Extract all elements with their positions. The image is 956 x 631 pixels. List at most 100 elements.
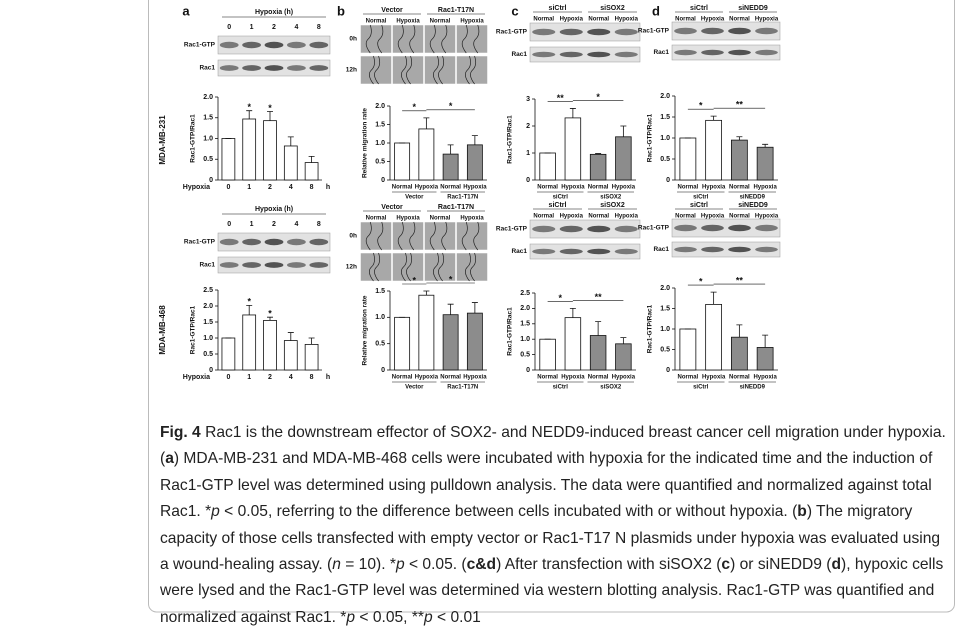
blot-band — [242, 238, 262, 246]
error-bar — [267, 111, 273, 121]
bar — [283, 340, 298, 371]
blot-band — [755, 246, 778, 253]
group-label: Vector — [405, 195, 424, 201]
blot-band — [309, 262, 329, 268]
blot-group-label: siCtrl — [690, 5, 708, 12]
x-tick-label: 1 — [247, 374, 251, 381]
blot-lane-label: Hypoxia — [396, 19, 420, 25]
group-label: siSOX2 — [600, 195, 622, 201]
significance-mark: * — [699, 101, 703, 111]
significance-mark: ** — [736, 100, 744, 110]
error-bar — [471, 135, 478, 145]
blot-lane-label: 1 — [250, 221, 254, 228]
wound-image — [424, 252, 456, 282]
error-bar — [736, 324, 743, 338]
blot-group-label: siNEDD9 — [738, 202, 768, 209]
wound-edge — [369, 55, 375, 85]
bar — [730, 336, 748, 371]
blot-lane-label: Normal — [729, 17, 750, 23]
blot-row-label: Rac1-GTP — [496, 29, 528, 36]
wound-edge — [409, 24, 416, 54]
blot-band — [532, 248, 556, 255]
blot-band — [309, 238, 329, 246]
blot-band — [219, 65, 239, 71]
panel-letter: a — [182, 3, 190, 18]
y-tick-label: 0 — [666, 177, 670, 184]
caption-symbol: p — [395, 556, 405, 574]
x-tick-label: Normal — [537, 375, 558, 381]
blot-band — [264, 238, 284, 246]
x-tick-label: Hypoxia — [561, 375, 585, 381]
wound-edge — [401, 252, 407, 282]
group-label: siCtrl — [553, 385, 569, 391]
bar — [442, 153, 459, 181]
blot-band — [701, 246, 724, 253]
blot-band — [286, 65, 306, 71]
x-tick-label: Hypoxia — [612, 185, 636, 191]
blot-band — [674, 27, 697, 35]
blot-band — [532, 225, 556, 233]
blot-strip — [529, 46, 641, 63]
y-tick-label: 1.5 — [203, 115, 213, 122]
caption-panel-ref: a — [165, 450, 174, 468]
bar — [394, 142, 411, 181]
wound-image — [360, 252, 392, 282]
y-tick-label: 1.5 — [203, 319, 213, 326]
wound-edge — [369, 252, 375, 282]
blot-band — [286, 238, 306, 246]
group-label: Vector — [405, 385, 424, 391]
blot-row-label: Rac1 — [653, 246, 669, 253]
panel-letter: b — [337, 3, 345, 18]
wound-image — [424, 221, 456, 251]
x-axis-unit: h — [326, 184, 330, 191]
bar — [418, 128, 435, 181]
blot-row-label: 0h — [349, 233, 357, 240]
x-tick-label: 1 — [247, 184, 251, 191]
significance-mark: * — [449, 101, 453, 111]
blot-lane-label: Hypoxia — [701, 17, 725, 23]
group-label: siSOX2 — [600, 385, 622, 391]
caption-symbol: p — [423, 608, 433, 626]
significance-mark: * — [558, 293, 562, 303]
error-bar — [471, 302, 478, 314]
y-axis-label: Rac1-GTP/Rac1 — [507, 307, 514, 356]
blot-band — [587, 225, 611, 233]
blot-strip — [529, 22, 641, 42]
significance-mark: ** — [736, 275, 744, 285]
blot-group-label: Rac1-T17N — [438, 7, 474, 14]
blot-lane-label: 8 — [317, 24, 321, 31]
blot-group-label: Vector — [381, 7, 403, 14]
caption-text: = 10). * — [340, 556, 396, 574]
bar — [730, 139, 748, 181]
blot-group-label: siSOX2 — [600, 5, 625, 12]
x-tick-label: Normal — [678, 375, 699, 381]
bar — [756, 347, 774, 371]
significance-mark: * — [268, 309, 272, 319]
significance-mark: ** — [557, 93, 565, 103]
blot-band — [614, 225, 638, 233]
wound-edge — [470, 55, 477, 85]
error-bar — [308, 337, 315, 345]
blot-lane-label: 0 — [227, 24, 231, 31]
blot-row-label: Rac1 — [511, 248, 527, 255]
y-tick-label: 2.0 — [375, 103, 385, 110]
blot-lane-label: Normal — [430, 19, 451, 25]
figure: a b c d MDA-MB-231 MDA-MB-468 Hypoxia (h) 0 1 2 4 8… — [148, 0, 955, 613]
blot-lane-label: Hypoxia — [460, 216, 484, 222]
blot-row-label: 12h — [346, 264, 357, 271]
blot-lane-label: Hypoxia — [460, 19, 484, 25]
error-bar — [762, 143, 769, 148]
blot-band — [219, 238, 239, 246]
panel-letter: d — [652, 3, 660, 18]
wound-edge — [406, 55, 413, 85]
significance-mark: * — [247, 102, 251, 112]
blot-band — [701, 49, 724, 56]
blot-strip — [671, 21, 781, 41]
y-axis-label: Relative migration rate — [362, 295, 369, 365]
blot-lane-label: Hypoxia — [615, 17, 639, 23]
wound-edge — [397, 221, 404, 251]
blot-band — [755, 224, 778, 232]
group-label: siCtrl — [693, 385, 709, 391]
wound-edge — [365, 221, 372, 251]
y-tick-label: 0.5 — [203, 351, 213, 358]
